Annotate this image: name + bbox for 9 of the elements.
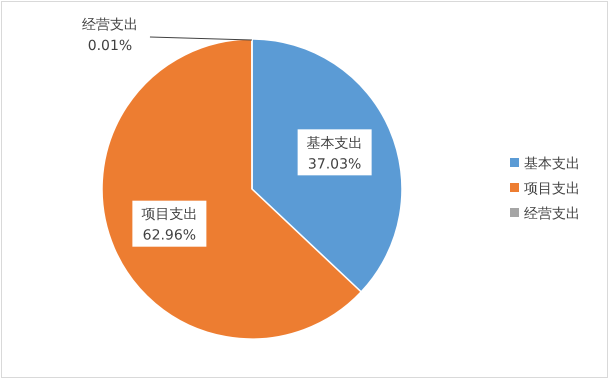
slice-label: 经营支出 bbox=[82, 17, 138, 33]
slice-label: 基本支出 bbox=[306, 135, 363, 152]
data-label: 62.96% bbox=[142, 228, 196, 244]
data-label: 0.01% bbox=[88, 38, 132, 54]
legend-label: 项目支出 bbox=[524, 181, 580, 197]
slice-label: 项目支出 bbox=[141, 206, 198, 223]
legend-label: 基本支出 bbox=[524, 156, 580, 172]
legend-label: 经营支出 bbox=[524, 206, 580, 222]
data-label: 37.03% bbox=[308, 156, 362, 172]
